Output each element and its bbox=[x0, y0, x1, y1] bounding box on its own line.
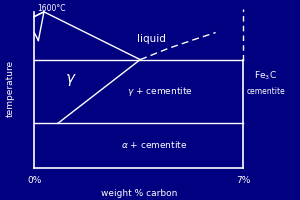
Text: cementite: cementite bbox=[246, 87, 285, 96]
Text: 1600°C: 1600°C bbox=[37, 4, 65, 13]
Text: $\gamma$: $\gamma$ bbox=[64, 72, 76, 88]
Text: weight % carbon: weight % carbon bbox=[100, 189, 177, 198]
Text: $\alpha$ + cementite: $\alpha$ + cementite bbox=[121, 139, 188, 150]
Text: 0%: 0% bbox=[27, 176, 41, 185]
Text: 7%: 7% bbox=[236, 176, 251, 185]
Text: temperature: temperature bbox=[6, 60, 15, 117]
Text: Fe$_3$C: Fe$_3$C bbox=[254, 69, 277, 82]
Text: liquid: liquid bbox=[137, 34, 166, 44]
Text: $\gamma$ + cementite: $\gamma$ + cementite bbox=[127, 85, 193, 98]
